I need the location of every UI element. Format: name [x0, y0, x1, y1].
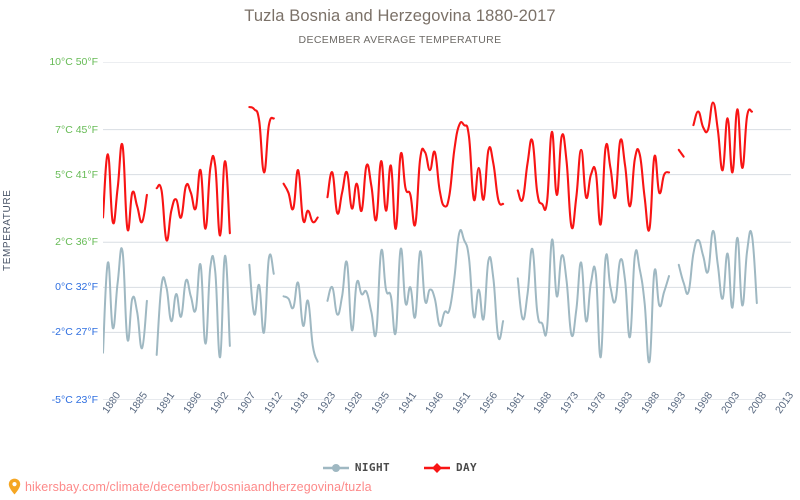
- series-line-night: [516, 238, 671, 364]
- y-tick-label-1: 7°C 45°F: [55, 123, 98, 136]
- legend-label-night: NIGHT: [354, 461, 391, 474]
- y-tick-label-4: 0°C 32°F: [55, 281, 98, 294]
- legend-label-day: DAY: [456, 461, 478, 474]
- series-line-day: [326, 120, 505, 230]
- series-line-day: [282, 169, 319, 224]
- y-tick-label-5: -2°C 27°F: [51, 326, 98, 339]
- chart-subtitle: DECEMBER AVERAGE TEMPERATURE: [298, 34, 502, 46]
- plot-area: [103, 62, 791, 400]
- series-line-night: [677, 229, 758, 309]
- y-tick-label-6: -5°C 23°F: [51, 394, 98, 406]
- series-line-day: [155, 154, 231, 242]
- series-line-night: [248, 253, 275, 334]
- footer-url[interactable]: hikersbay.com/climate/december/bosniaand…: [25, 479, 372, 494]
- y-tick-label-3: 2°C 36°F: [55, 236, 98, 249]
- series-line-night: [326, 228, 505, 341]
- legend: NIGHT DAY: [0, 461, 800, 474]
- series-line-day: [692, 101, 754, 174]
- page-title: Tuzla Bosnia and Herzegovina 1880-2017: [244, 7, 556, 25]
- night-line-marker-icon: [322, 463, 349, 472]
- y-tick-label-0: 10°C 50°F: [49, 56, 98, 68]
- legend-item-night[interactable]: NIGHT: [322, 461, 391, 474]
- map-pin-icon: [8, 478, 21, 495]
- series-line-day: [677, 148, 685, 158]
- series-line-night: [155, 254, 231, 359]
- footer: hikersbay.com/climate/december/bosniaand…: [8, 478, 372, 495]
- series-line-night: [103, 247, 148, 354]
- day-line-marker-icon: [424, 462, 451, 473]
- series-line-day: [248, 106, 275, 174]
- y-axis-tick-labels: 10°C 50°F 7°C 45°F 5°C 41°F 2°C 36°F 0°C 32°…: [6, 0, 98, 500]
- series-line-day: [516, 130, 671, 232]
- series-lines: [103, 62, 791, 400]
- legend-item-day[interactable]: DAY: [424, 461, 477, 474]
- y-tick-label-2: 5°C 41°F: [55, 168, 98, 181]
- series-line-day: [103, 142, 148, 232]
- series-line-night: [282, 281, 319, 363]
